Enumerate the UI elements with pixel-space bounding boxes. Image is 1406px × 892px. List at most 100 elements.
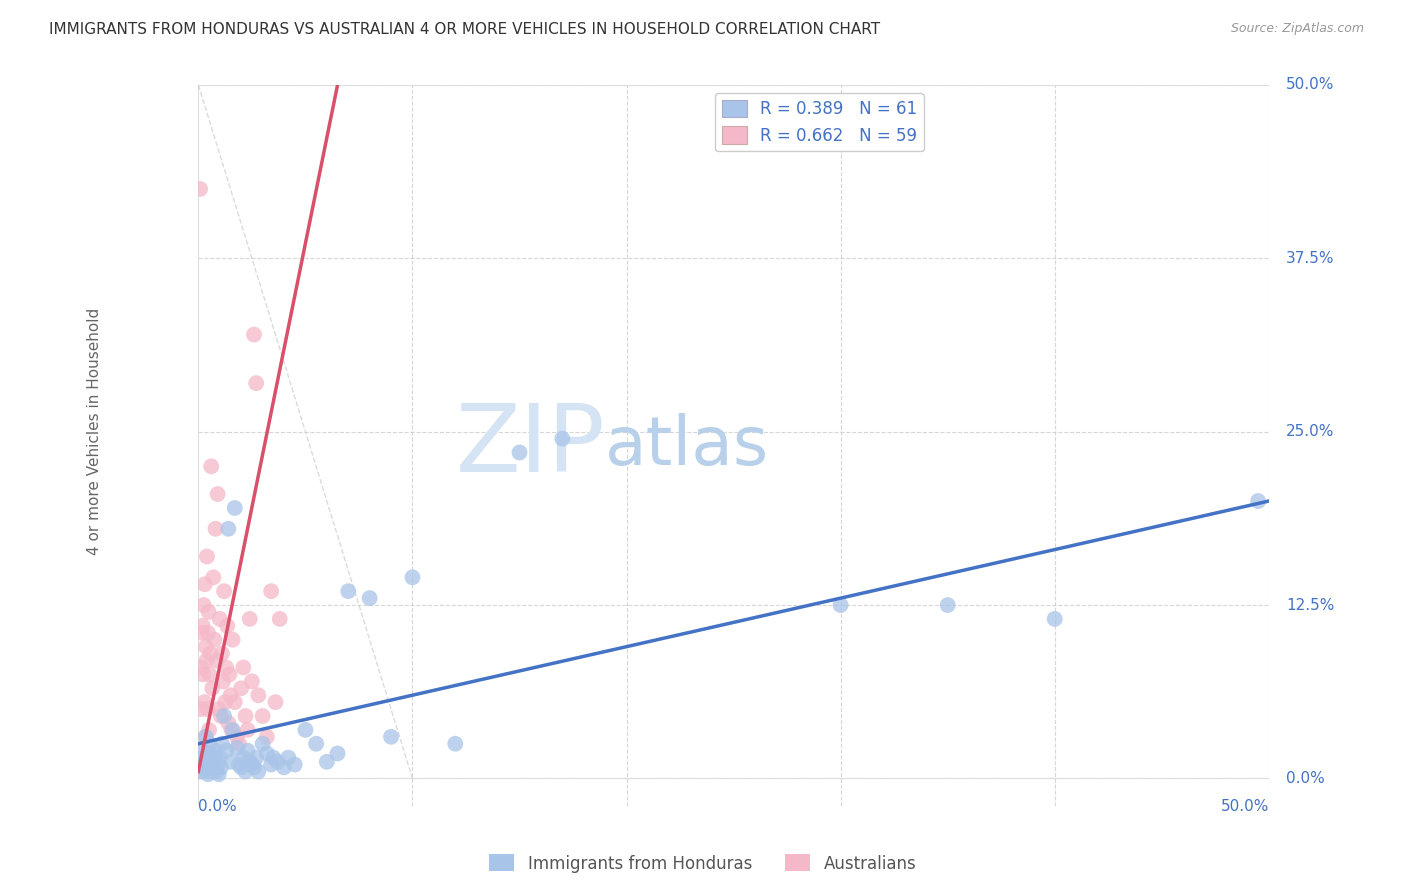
Point xyxy=(232,750,254,764)
Point xyxy=(273,760,295,774)
Point xyxy=(215,660,238,674)
Point xyxy=(209,760,232,774)
Text: 0.0%: 0.0% xyxy=(1286,771,1324,786)
Text: ZIP: ZIP xyxy=(456,400,605,491)
Point xyxy=(205,654,228,668)
Point xyxy=(195,654,218,668)
Point xyxy=(208,750,231,764)
Point xyxy=(198,667,221,681)
Text: 50.0%: 50.0% xyxy=(1286,78,1334,93)
Point xyxy=(194,760,217,774)
Point xyxy=(217,715,239,730)
Text: 50.0%: 50.0% xyxy=(1220,799,1268,814)
Point xyxy=(200,764,222,779)
Point xyxy=(211,647,233,661)
Point xyxy=(215,744,238,758)
Point xyxy=(401,570,423,584)
Text: 0.0%: 0.0% xyxy=(198,799,238,814)
Point xyxy=(193,598,215,612)
Point xyxy=(211,737,233,751)
Point xyxy=(194,730,217,744)
Point xyxy=(337,584,360,599)
Point xyxy=(191,625,214,640)
Text: 12.5%: 12.5% xyxy=(1286,598,1334,613)
Point xyxy=(188,182,211,196)
Point xyxy=(221,632,243,647)
Point xyxy=(201,681,224,696)
Point xyxy=(190,757,212,772)
Point xyxy=(190,764,212,779)
Point xyxy=(256,730,278,744)
Point xyxy=(551,432,574,446)
Point xyxy=(198,647,221,661)
Point xyxy=(1247,494,1270,508)
Point xyxy=(231,681,253,696)
Point xyxy=(194,640,217,654)
Point xyxy=(245,376,267,391)
Point xyxy=(208,612,231,626)
Point xyxy=(188,764,211,779)
Point xyxy=(194,577,217,591)
Legend: Immigrants from Honduras, Australians: Immigrants from Honduras, Australians xyxy=(482,847,924,880)
Text: 37.5%: 37.5% xyxy=(1286,251,1334,266)
Point xyxy=(197,625,219,640)
Point xyxy=(236,744,259,758)
Point xyxy=(264,695,287,709)
Point xyxy=(830,598,852,612)
Point xyxy=(200,459,222,474)
Point xyxy=(252,709,274,723)
Point xyxy=(243,327,266,342)
Point xyxy=(235,764,257,779)
Point xyxy=(1043,612,1066,626)
Point xyxy=(256,747,278,761)
Point xyxy=(269,612,291,626)
Point xyxy=(217,619,239,633)
Point xyxy=(202,570,225,584)
Point xyxy=(219,755,242,769)
Point xyxy=(305,737,328,751)
Point xyxy=(260,584,283,599)
Point xyxy=(232,660,254,674)
Text: Source: ZipAtlas.com: Source: ZipAtlas.com xyxy=(1230,22,1364,36)
Point xyxy=(247,764,270,779)
Point xyxy=(191,744,214,758)
Point xyxy=(225,730,247,744)
Point xyxy=(326,747,349,761)
Point xyxy=(214,695,236,709)
Text: 25.0%: 25.0% xyxy=(1286,425,1334,439)
Point xyxy=(198,723,221,737)
Point xyxy=(224,500,246,515)
Point xyxy=(194,730,217,744)
Point xyxy=(247,688,270,702)
Point xyxy=(221,723,243,737)
Point xyxy=(209,709,232,723)
Point xyxy=(235,709,257,723)
Point xyxy=(239,612,262,626)
Point xyxy=(359,591,381,606)
Point xyxy=(198,737,221,751)
Point xyxy=(239,755,262,769)
Point xyxy=(197,605,219,619)
Point xyxy=(190,757,212,772)
Point xyxy=(262,750,284,764)
Point xyxy=(190,702,212,716)
Point xyxy=(205,764,228,779)
Point xyxy=(212,584,235,599)
Point xyxy=(228,737,250,751)
Point xyxy=(193,695,215,709)
Point xyxy=(240,674,263,689)
Point xyxy=(208,702,231,716)
Point xyxy=(277,750,299,764)
Point xyxy=(197,767,219,781)
Point xyxy=(380,730,402,744)
Point xyxy=(217,522,239,536)
Point xyxy=(221,723,243,737)
Point xyxy=(198,747,221,761)
Point xyxy=(191,667,214,681)
Point xyxy=(202,760,225,774)
Point xyxy=(207,487,229,501)
Point xyxy=(228,757,250,772)
Point xyxy=(294,723,316,737)
Point xyxy=(224,695,246,709)
Point xyxy=(193,750,215,764)
